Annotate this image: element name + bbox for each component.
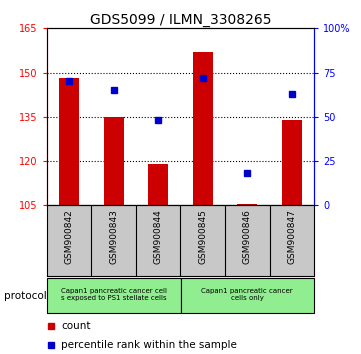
Text: GSM900847: GSM900847 xyxy=(287,209,296,264)
Bar xyxy=(282,120,302,205)
Bar xyxy=(148,164,168,205)
Text: GSM900845: GSM900845 xyxy=(198,209,207,264)
Title: GDS5099 / ILMN_3308265: GDS5099 / ILMN_3308265 xyxy=(90,13,271,27)
Bar xyxy=(47,278,180,313)
Text: Capan1 pancreatic cancer cell
s exposed to PS1 stellate cells: Capan1 pancreatic cancer cell s exposed … xyxy=(61,288,167,301)
FancyArrow shape xyxy=(52,286,60,305)
Text: GSM900846: GSM900846 xyxy=(243,209,252,264)
Bar xyxy=(59,79,79,205)
Bar xyxy=(237,204,257,205)
Text: percentile rank within the sample: percentile rank within the sample xyxy=(61,341,237,350)
Text: count: count xyxy=(61,321,91,331)
Text: Capan1 pancreatic cancer
cells only: Capan1 pancreatic cancer cells only xyxy=(201,288,293,301)
Text: GSM900842: GSM900842 xyxy=(65,209,74,264)
Text: protocol: protocol xyxy=(4,291,46,301)
Bar xyxy=(193,52,213,205)
Bar xyxy=(180,278,314,313)
Bar xyxy=(104,117,124,205)
Text: GSM900843: GSM900843 xyxy=(109,209,118,264)
Text: GSM900844: GSM900844 xyxy=(154,209,163,264)
